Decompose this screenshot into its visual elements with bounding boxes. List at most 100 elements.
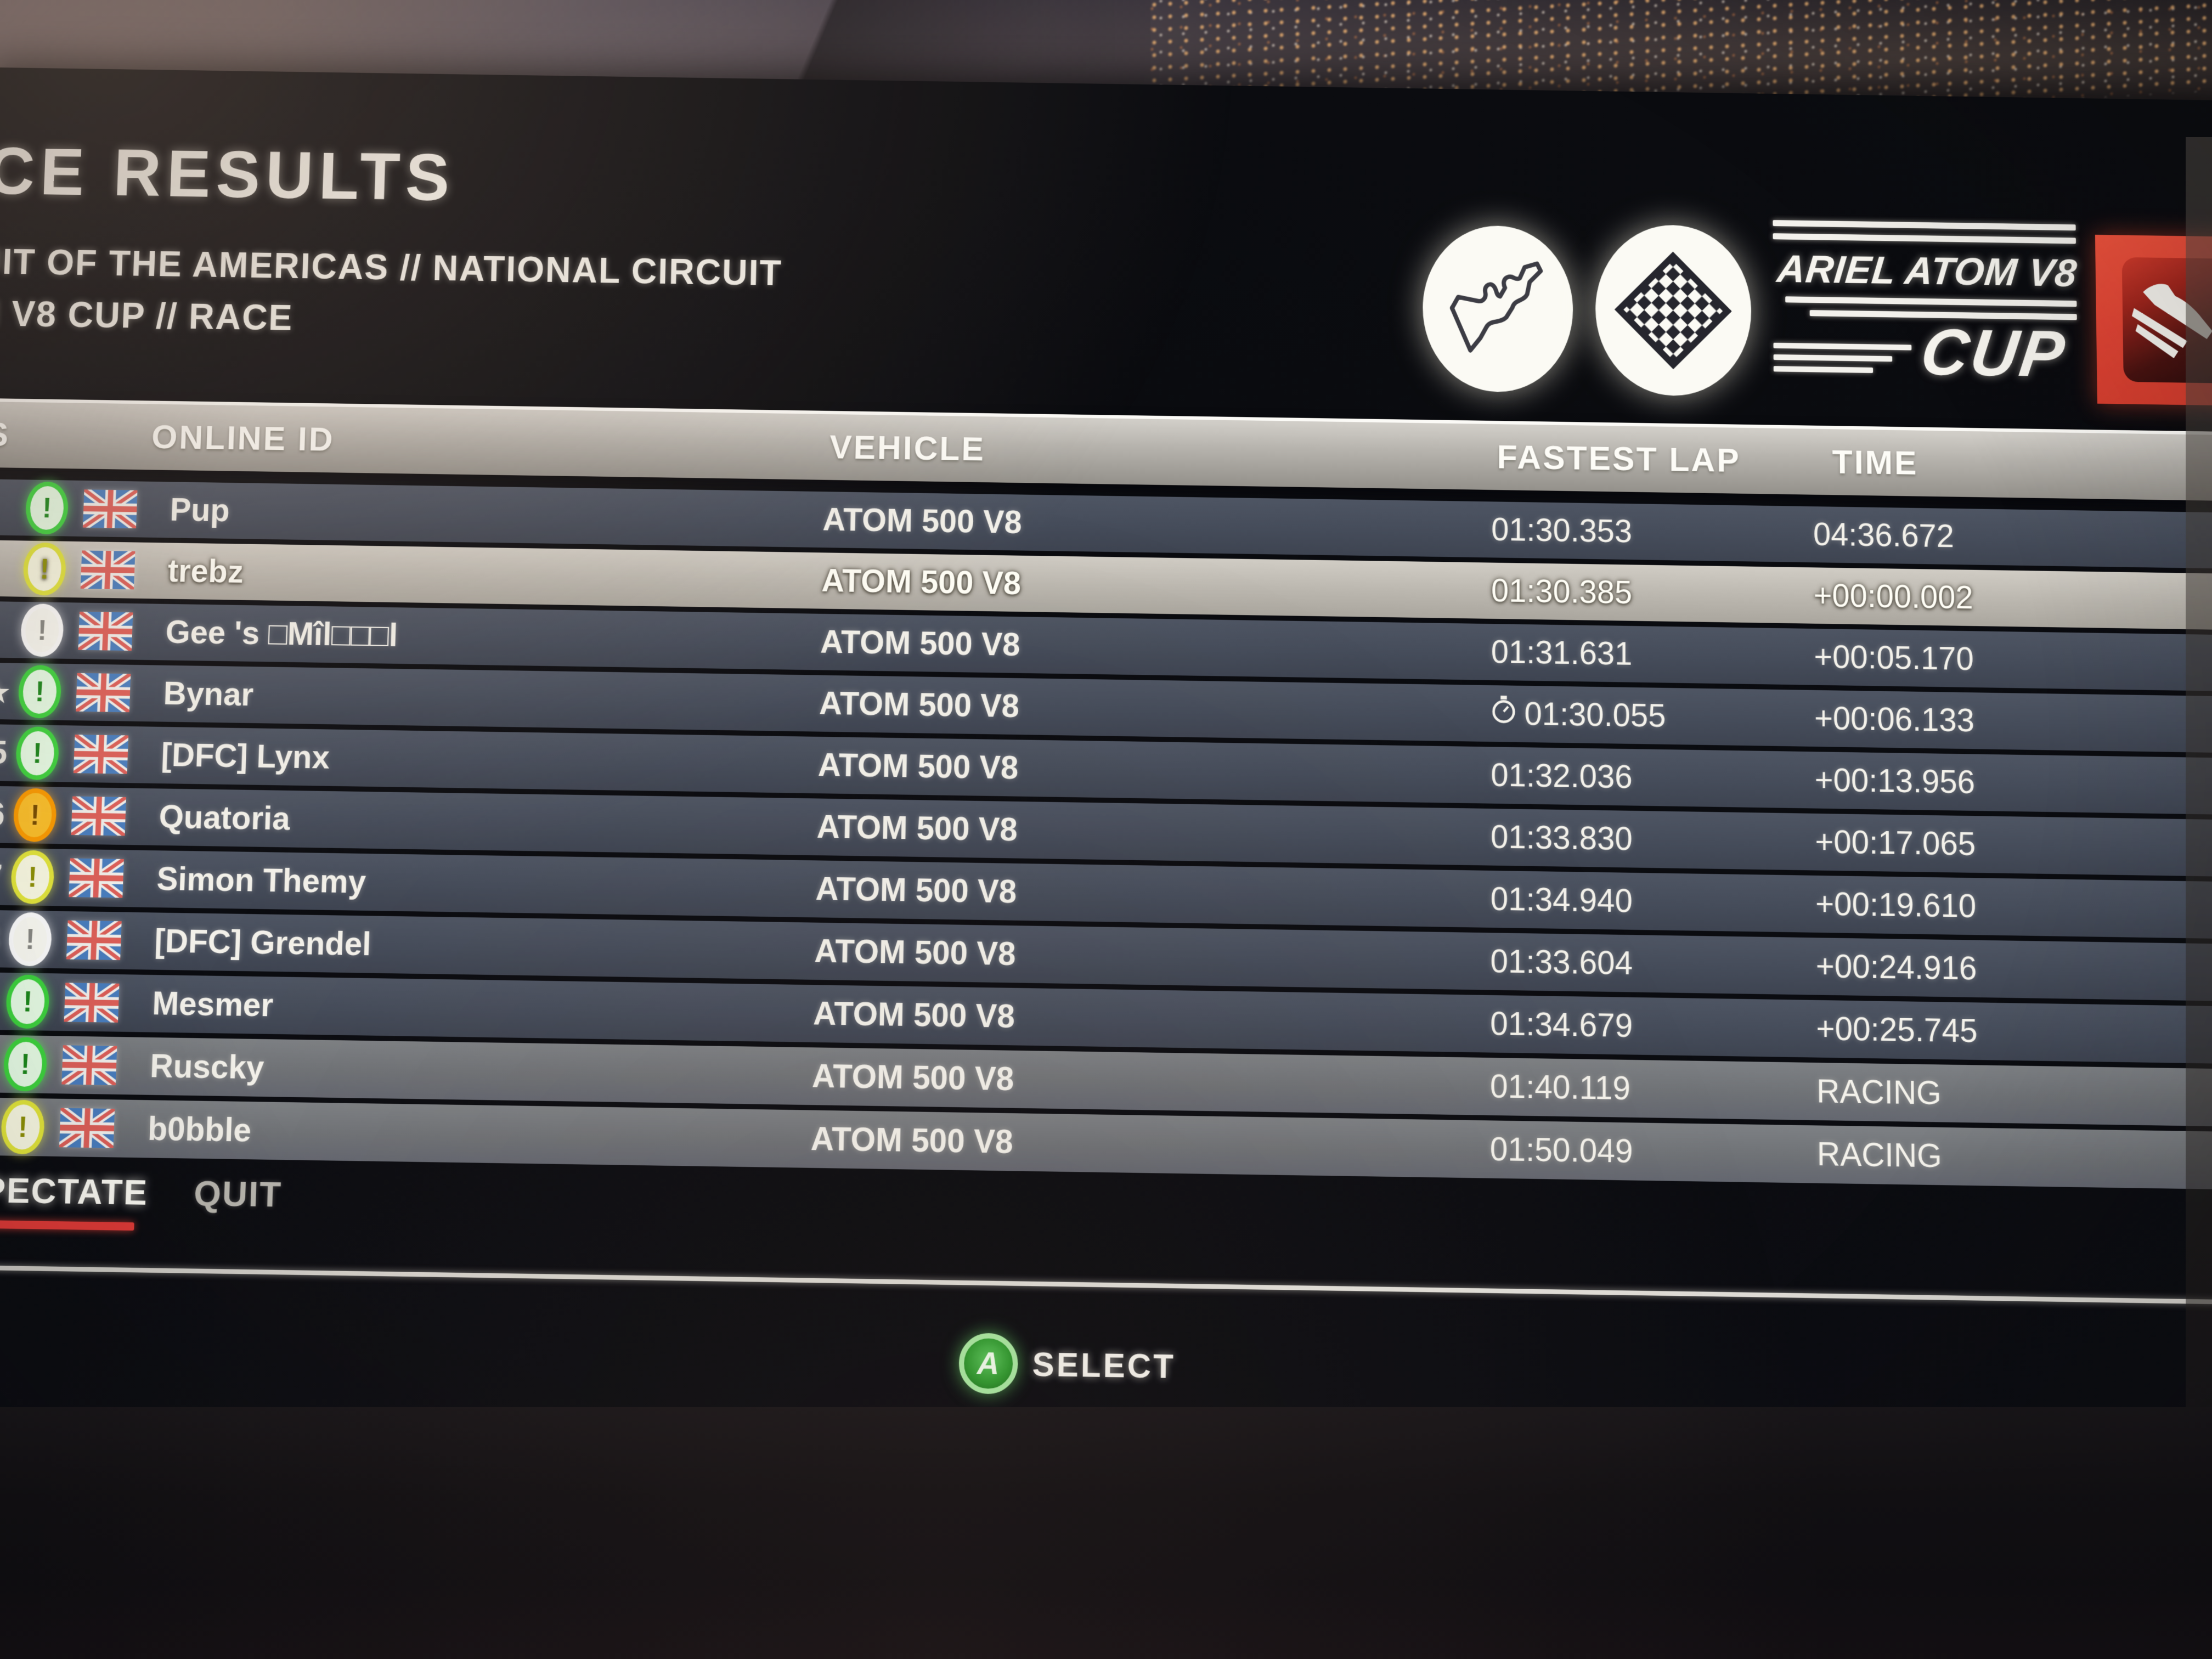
fastest-lap-value: 01:34.940	[1490, 881, 1633, 920]
vehicle-label: ATOM 500 V8	[819, 685, 1020, 725]
gamepad-a-button-icon[interactable]: A	[958, 1333, 1018, 1395]
column-vehicle: VEHICLE	[829, 428, 986, 468]
connection-status-icon	[25, 481, 69, 535]
vehicle-label: ATOM 500 V8	[821, 562, 1022, 602]
gb-flag-icon	[74, 735, 128, 774]
gb-flag-icon	[78, 612, 133, 651]
time-value: +00:13.956	[1814, 761, 1976, 801]
player-name: Quatoria	[158, 799, 291, 837]
stopwatch-icon	[1491, 695, 1516, 733]
gb-flag-icon	[66, 921, 122, 960]
connection-status-icon	[18, 664, 62, 719]
player-name: Mesmer	[151, 985, 274, 1024]
position-label: 06	[0, 795, 6, 833]
host-star-icon: ★	[0, 676, 10, 708]
column-fastest-lap: FASTEST LAP	[1497, 438, 1741, 479]
player-name: Gee 's □Mîl□□□l	[165, 614, 399, 654]
gb-flag-icon	[64, 983, 120, 1023]
track-subtitle: CIRCUIT OF THE AMERICAS // NATIONAL CIRC…	[0, 240, 783, 294]
player-name: [DFC] Lynx	[160, 737, 330, 776]
selected-item-underline	[0, 1220, 134, 1231]
player-name: [DFC] Grendel	[154, 923, 372, 963]
page-title: RACE RESULTS	[0, 132, 456, 215]
time-value: +00:19.610	[1815, 885, 1977, 925]
connection-status-icon	[3, 1037, 48, 1092]
time-value: +00:24.916	[1815, 947, 1977, 988]
gb-flag-icon	[71, 797, 126, 836]
logo-stripe	[1773, 366, 1874, 374]
time-value: +00:06.133	[1814, 700, 1975, 739]
fastest-lap-value: 01:33.604	[1490, 943, 1633, 982]
column-online-id: ONLINE ID	[151, 417, 335, 458]
vehicle-label: ATOM 500 V8	[811, 1058, 1014, 1098]
player-name: b0bble	[147, 1110, 252, 1149]
result-row[interactable]: 07★ Simon Themy ATOM 500 V8 01:34.940	[0, 848, 2212, 940]
track-map-icon	[1422, 224, 1573, 393]
tv-bezel-bottom	[0, 1407, 2212, 1659]
time-value: +00:17.065	[1815, 823, 1976, 863]
menu-separator	[0, 1265, 2212, 1305]
position-label: 5	[0, 734, 8, 771]
connection-status-icon	[15, 726, 60, 781]
result-row[interactable]: ★ Pup ATOM 500 V8 01:30.353 04:36	[0, 479, 2212, 569]
connection-status-icon	[22, 542, 67, 596]
position-label: 08	[0, 920, 1, 957]
time-value: 04:36.672	[1813, 516, 1954, 555]
player-name: Bynar	[162, 675, 255, 713]
race-results-screen: RACE RESULTS CIRCUIT OF THE AMERICAS // …	[0, 67, 2212, 1473]
column-pos: POS	[0, 415, 11, 454]
result-row[interactable]: 11★ b0bble ATOM 500 V8 01:50.049	[0, 1097, 2212, 1190]
vehicle-label: ATOM 500 V8	[820, 624, 1020, 663]
result-row[interactable]: ★ trebz ATOM 500 V8 01:30.385 +00	[0, 540, 2212, 630]
vehicle-label: ATOM 500 V8	[817, 747, 1019, 787]
select-prompt[interactable]: A SELECT	[0, 1317, 2212, 1413]
column-time: TIME	[1832, 443, 1918, 482]
series-name: ARIEL ATOM V8	[1775, 247, 2079, 295]
result-row[interactable]: 08★ [DFC] Grendel ATOM 500 V8 01:33.604	[0, 910, 2212, 1002]
vehicle-label: ATOM 500 V8	[810, 1120, 1014, 1161]
results-rows: ★ Pup ATOM 500 V8 01:30.353 04:36	[0, 479, 2212, 1195]
connection-status-icon	[8, 912, 53, 967]
tv-bezel-right-edge	[2186, 137, 2212, 1421]
bottom-menu: SPECTATE QUIT	[0, 1170, 283, 1233]
time-value: RACING	[1816, 1073, 1942, 1112]
player-name: trebz	[167, 552, 244, 590]
player-name: Pup	[169, 492, 230, 529]
fastest-lap-value: 01:30.353	[1491, 511, 1632, 550]
gb-flag-icon	[61, 1045, 117, 1085]
gb-flag-icon	[83, 489, 138, 528]
result-row[interactable]: 06★ Quatoria ATOM 500 V8 01:33.830	[0, 786, 2212, 877]
player-name: Simon Themy	[156, 860, 367, 901]
fastest-lap-value: 01:30.055	[1524, 696, 1666, 735]
logo-stripe	[1773, 220, 2076, 231]
result-row[interactable]: 4★ Bynar ATOM 500 V8 01:30.055 +0	[0, 662, 2212, 754]
spectate-button[interactable]: SPECTATE	[0, 1170, 149, 1231]
logo-stripe	[1773, 233, 2076, 244]
vehicle-label: ATOM 500 V8	[816, 809, 1018, 848]
result-row[interactable]: 09★ Mesmer ATOM 500 V8 01:34.679	[0, 972, 2212, 1064]
vehicle-label: ATOM 500 V8	[815, 871, 1017, 911]
position-label: 07	[0, 857, 3, 895]
result-row[interactable]: 10★ Ruscky ATOM 500 V8 01:40.119	[0, 1034, 2212, 1127]
vehicle-label: ATOM 500 V8	[812, 995, 1015, 1035]
connection-status-icon	[13, 788, 58, 842]
connection-status-icon	[5, 974, 50, 1029]
fastest-lap-value: 01:40.119	[1489, 1068, 1630, 1107]
header-titles: RACE RESULTS CIRCUIT OF THE AMERICAS // …	[0, 133, 785, 346]
time-value: +00:25.745	[1816, 1010, 1978, 1050]
quit-button[interactable]: QUIT	[193, 1173, 283, 1215]
fastest-lap-value: 01:34.679	[1490, 1005, 1633, 1045]
ariel-atom-cup-logo: ARIEL ATOM V8 CUP	[1773, 220, 2079, 410]
fastest-lap-value: 01:30.385	[1491, 572, 1633, 611]
logo-stripe	[1773, 342, 1912, 351]
fastest-lap-value: 01:31.631	[1491, 634, 1633, 673]
player-name: Ruscky	[149, 1047, 265, 1087]
logo-stripe	[1785, 296, 2077, 307]
logo-stripe	[1773, 354, 1893, 362]
fastest-lap-value: 01:32.036	[1491, 757, 1633, 795]
result-row[interactable]: 5★ [DFC] Lynx ATOM 500 V8 01:32.036	[0, 724, 2212, 815]
select-prompt-label: SELECT	[1032, 1345, 1176, 1386]
result-row[interactable]: ★ Gee 's □Mîl□□□l ATOM 500 V8 01:31.631	[0, 601, 2212, 692]
gb-flag-icon	[59, 1108, 115, 1148]
